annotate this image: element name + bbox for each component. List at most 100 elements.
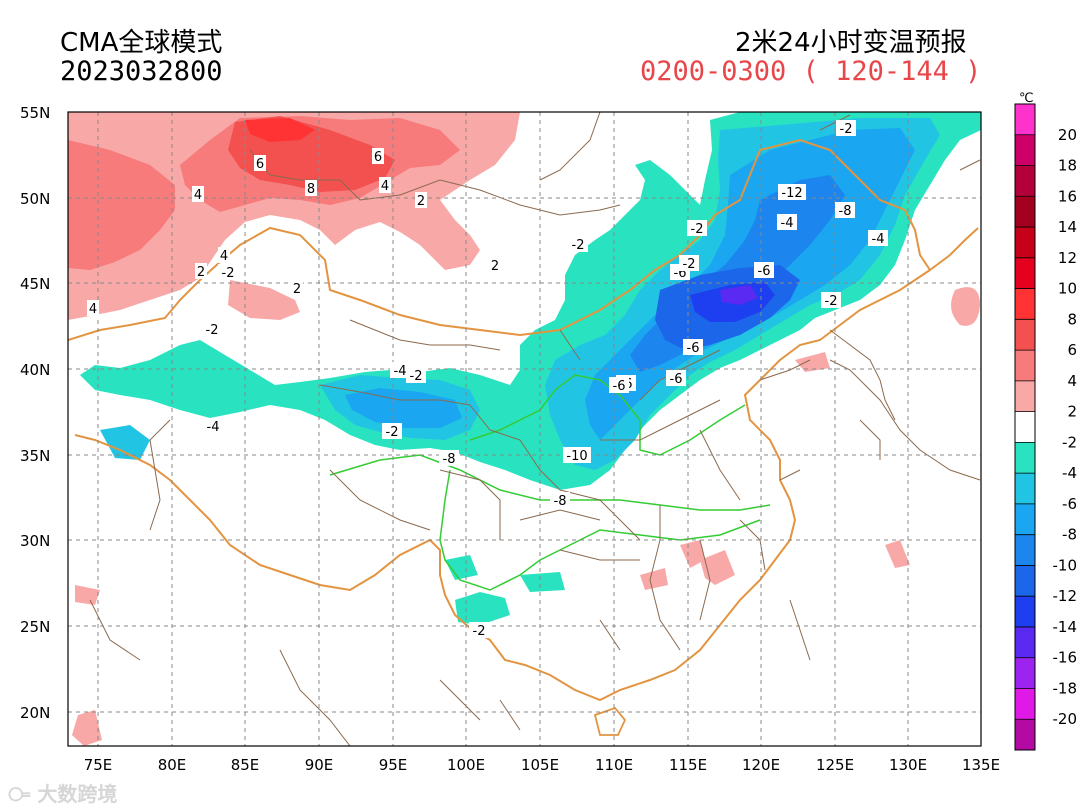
colorbar-tick-label: -14 — [1053, 618, 1078, 636]
contour-label-bg — [291, 280, 303, 296]
colorbar-tick-label: -12 — [1053, 587, 1078, 605]
contour-label: -2 — [410, 369, 423, 384]
colorbar-swatch — [1015, 196, 1035, 228]
colorbar-tick-label: 8 — [1067, 310, 1077, 328]
contour-label-bg — [382, 423, 402, 439]
watermark: ⧃ 大数跨境 — [8, 778, 117, 807]
lon-label: 115E — [669, 756, 707, 774]
contour-label-bg — [666, 370, 686, 386]
lat-label: 25N — [20, 618, 50, 636]
lon-label: 110E — [595, 756, 633, 774]
colorbar-tick-label: -8 — [1062, 526, 1077, 544]
cold-area-yunnan2 — [445, 555, 478, 580]
lat-label: 55N — [20, 104, 50, 122]
lon-label: 90E — [305, 756, 334, 774]
contour-label: -2 — [691, 222, 704, 237]
contour-label: 2 — [491, 259, 499, 274]
contour-label: -6 — [758, 264, 771, 279]
graticule — [68, 112, 982, 746]
colorbar-swatch — [1015, 411, 1035, 443]
contour-label-bg — [390, 362, 410, 378]
colorbar-swatch — [1015, 596, 1035, 628]
contour-label-bg — [192, 186, 204, 202]
contour-label-bg — [415, 192, 427, 208]
lon-label: 120E — [742, 756, 780, 774]
contour-label-bg — [203, 418, 223, 434]
valid-time: 0200-0300 ( 120-144 ) — [640, 56, 982, 87]
lon-label: 95E — [379, 756, 408, 774]
colorbar-tick-label: 14 — [1058, 218, 1077, 236]
colorbar-tick-label: -20 — [1053, 710, 1078, 728]
colorbar-tick-label: 10 — [1058, 280, 1077, 298]
cold-area-ne-peak — [720, 285, 758, 305]
contour-label: -4 — [207, 420, 220, 435]
contour-label-bg — [439, 450, 459, 466]
contour-label-bg — [195, 263, 207, 279]
contour-label-bg — [609, 377, 629, 393]
contour-label-bg — [372, 148, 384, 164]
contour-label-bg — [778, 184, 806, 200]
colorbar-tick-label: 12 — [1058, 249, 1077, 267]
contour-label: -8 — [839, 204, 852, 219]
contour-labels: 66842442422-2-2-2-4-2-6-2-2-4-2-2-6-8-10… — [87, 120, 888, 639]
contour-label-bg — [868, 230, 888, 246]
colorbar-tick-label: 16 — [1058, 187, 1077, 205]
contour-label: -4 — [872, 232, 885, 247]
contour-label: -2 — [840, 122, 853, 137]
contour-label-bg — [202, 321, 222, 337]
hainan-island — [593, 706, 627, 736]
lat-label: 35N — [20, 447, 50, 465]
colorbar-swatch — [1015, 473, 1035, 505]
colorbar-swatch — [1015, 503, 1035, 536]
contour-label-bg — [836, 120, 856, 136]
lon-label: 100E — [447, 756, 485, 774]
latitude-labels: 55N 50N 45N 40N 35N 30N 25N 20N — [20, 104, 50, 722]
warm-area-hunan — [680, 540, 705, 568]
lon-label: 80E — [158, 756, 187, 774]
colorbar-swatch — [1015, 104, 1035, 136]
colorbar-swatch — [1015, 350, 1035, 382]
colorbar-swatch — [1015, 688, 1035, 720]
lon-label: 130E — [889, 756, 927, 774]
contour-label-bg — [218, 264, 238, 280]
warm-area-taiwan — [885, 540, 910, 568]
colorbar-swatch — [1015, 319, 1035, 351]
contour-label: 4 — [89, 302, 97, 317]
lon-label: 135E — [962, 756, 1000, 774]
watermark-logo-icon: ⧃ — [8, 782, 31, 806]
cold-area-small-w — [100, 425, 150, 460]
contour-label: 6 — [374, 150, 382, 165]
contour-label: -12 — [781, 186, 802, 201]
lat-label: 30N — [20, 532, 50, 550]
contour-label: -8 — [443, 452, 456, 467]
lat-label: 20N — [20, 704, 50, 722]
colorbar-swatch — [1015, 565, 1035, 597]
warm-area-sw — [75, 585, 100, 605]
cold-area-yunnan — [455, 592, 510, 625]
contour-label: -2 — [222, 266, 235, 281]
lat-label: 50N — [20, 190, 50, 208]
contour-label: 8 — [307, 182, 315, 197]
contour-label-bg — [683, 339, 703, 355]
warm-area-guizhou — [640, 568, 668, 590]
colorbar-swatch — [1015, 288, 1035, 320]
warm-area-east — [951, 287, 980, 326]
colorbar-swatch — [1015, 657, 1035, 689]
warm-area-sw2 — [72, 710, 102, 746]
colorbar-tick-label: 18 — [1058, 157, 1077, 175]
cold-area-tibet-core — [345, 388, 462, 428]
contour-label: 4 — [194, 188, 202, 203]
colorbar-swatch — [1015, 380, 1035, 413]
colorbar-swatch — [1015, 165, 1035, 197]
colorbar-tick-label: -10 — [1053, 556, 1078, 574]
product-title: 2米24小时变温预报 — [735, 28, 967, 58]
colorbar-tick-label: -18 — [1053, 679, 1078, 697]
contour-label: -10 — [566, 449, 587, 464]
longitude-labels: 75E 80E 85E 90E 95E 100E 105E 110E 115E 120E 125E 1… — [84, 756, 1000, 774]
colorbar-swatch — [1015, 134, 1035, 167]
contour-label: -4 — [394, 364, 407, 379]
colorbar-tick-label: 6 — [1067, 341, 1077, 359]
warm-area-peak — [245, 118, 315, 142]
contour-label: -2 — [386, 425, 399, 440]
